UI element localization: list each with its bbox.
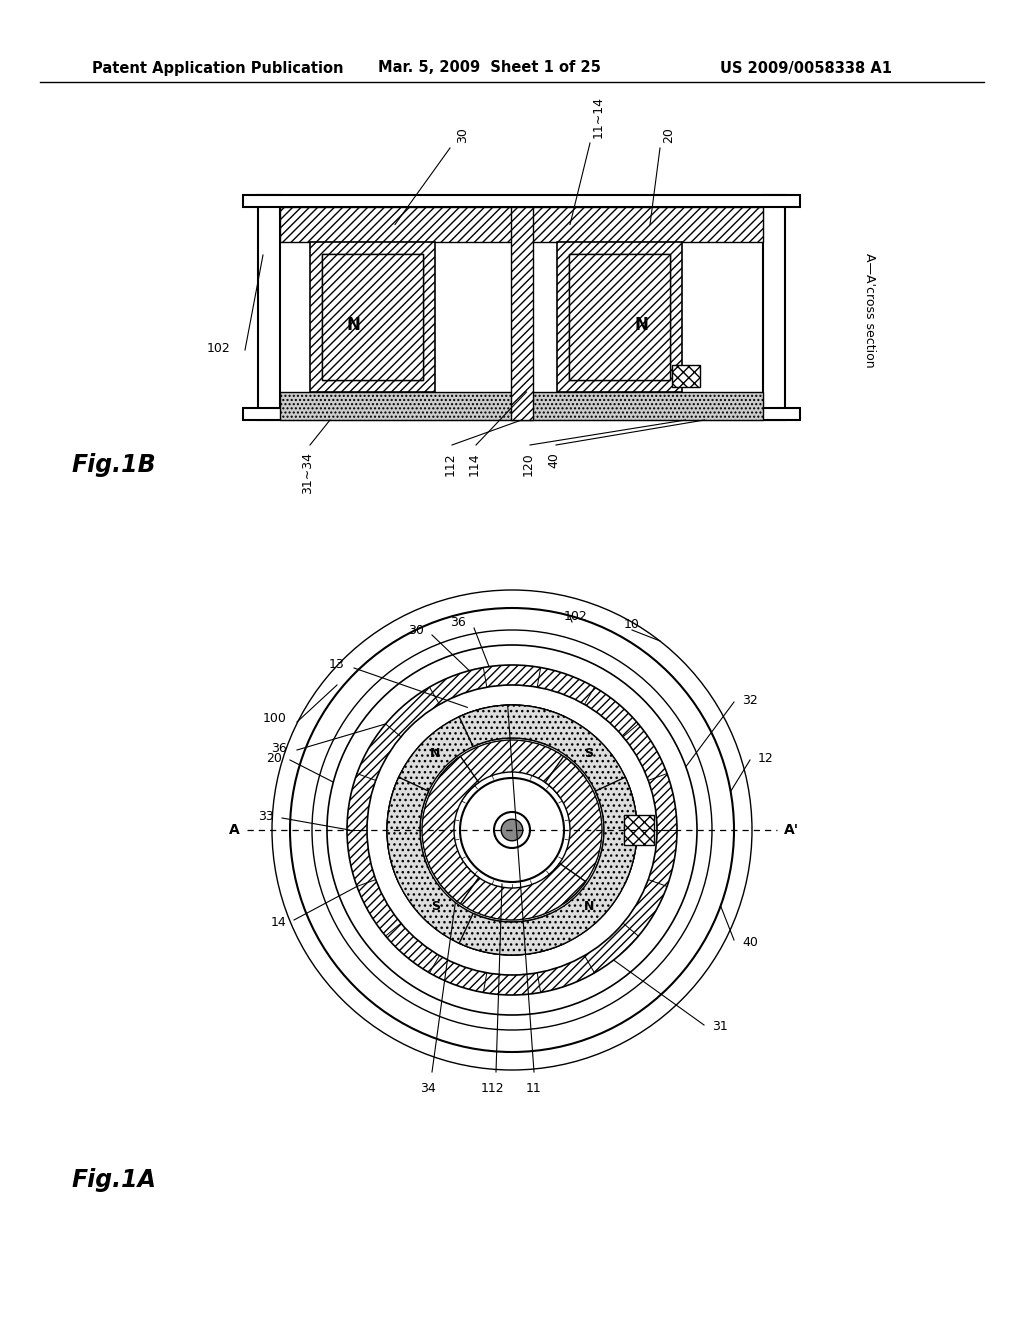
Bar (763, 195, 785, 420)
Text: 32: 32 (742, 693, 758, 706)
Bar (322, 253, 423, 380)
Bar (258, 195, 280, 420)
Bar (556, 242, 682, 392)
Text: 10: 10 (624, 619, 640, 631)
Text: 12: 12 (758, 751, 774, 764)
Wedge shape (438, 863, 586, 920)
Text: A': A' (784, 822, 799, 837)
Bar (310, 242, 435, 392)
Text: 120: 120 (521, 451, 535, 475)
Circle shape (272, 590, 752, 1071)
Text: N: N (584, 900, 594, 913)
Text: 11: 11 (526, 1082, 542, 1096)
Wedge shape (387, 777, 565, 954)
Text: N: N (430, 747, 440, 760)
Bar (624, 814, 654, 845)
Circle shape (387, 705, 637, 954)
Text: A—A'cross section: A—A'cross section (863, 252, 877, 367)
Text: 30: 30 (456, 127, 469, 143)
Text: 13: 13 (329, 657, 344, 671)
Text: 100: 100 (263, 711, 287, 725)
Text: 31: 31 (712, 1020, 728, 1034)
Circle shape (367, 685, 657, 975)
Text: 112: 112 (443, 451, 457, 475)
Text: N: N (347, 315, 360, 334)
Wedge shape (438, 741, 586, 797)
Text: Fig.1A: Fig.1A (72, 1168, 157, 1192)
Wedge shape (459, 777, 637, 954)
Circle shape (312, 630, 712, 1030)
Text: 102: 102 (206, 342, 230, 355)
Text: 114: 114 (468, 451, 480, 475)
Circle shape (501, 820, 523, 841)
Bar (280, 207, 763, 242)
Text: 11∼14: 11∼14 (592, 96, 605, 139)
Text: Patent Application Publication: Patent Application Publication (92, 61, 343, 75)
Text: Fig.1B: Fig.1B (72, 453, 157, 477)
Bar (322, 253, 423, 380)
Bar (511, 207, 532, 420)
Text: N: N (635, 315, 648, 334)
Text: 20: 20 (662, 127, 675, 143)
Text: 31∼34: 31∼34 (301, 451, 314, 494)
Text: A: A (229, 822, 240, 837)
Wedge shape (387, 705, 565, 883)
Text: 20: 20 (266, 751, 282, 764)
Circle shape (347, 665, 677, 995)
Text: 102: 102 (564, 610, 588, 623)
Text: 14: 14 (270, 916, 286, 928)
Circle shape (327, 645, 697, 1015)
Wedge shape (459, 705, 637, 883)
Text: 33: 33 (258, 809, 274, 822)
Bar (280, 392, 763, 420)
Circle shape (494, 812, 530, 847)
Circle shape (460, 777, 564, 882)
Bar (243, 195, 800, 207)
Text: 36: 36 (271, 742, 287, 755)
Bar (243, 408, 800, 420)
Text: Mar. 5, 2009  Sheet 1 of 25: Mar. 5, 2009 Sheet 1 of 25 (378, 61, 601, 75)
Text: S: S (585, 747, 593, 760)
Bar (280, 207, 763, 420)
Text: US 2009/0058338 A1: US 2009/0058338 A1 (720, 61, 892, 75)
Text: 30: 30 (409, 623, 424, 636)
Text: 34: 34 (420, 1082, 436, 1096)
Circle shape (290, 609, 734, 1052)
Text: S: S (431, 900, 439, 913)
Bar (672, 366, 699, 387)
Text: 40: 40 (548, 451, 560, 467)
Wedge shape (545, 756, 602, 904)
Bar (568, 253, 670, 380)
Bar (568, 253, 670, 380)
Text: 112: 112 (480, 1082, 504, 1096)
Text: 36: 36 (451, 616, 466, 630)
Text: 40: 40 (742, 936, 758, 949)
Wedge shape (422, 756, 479, 904)
